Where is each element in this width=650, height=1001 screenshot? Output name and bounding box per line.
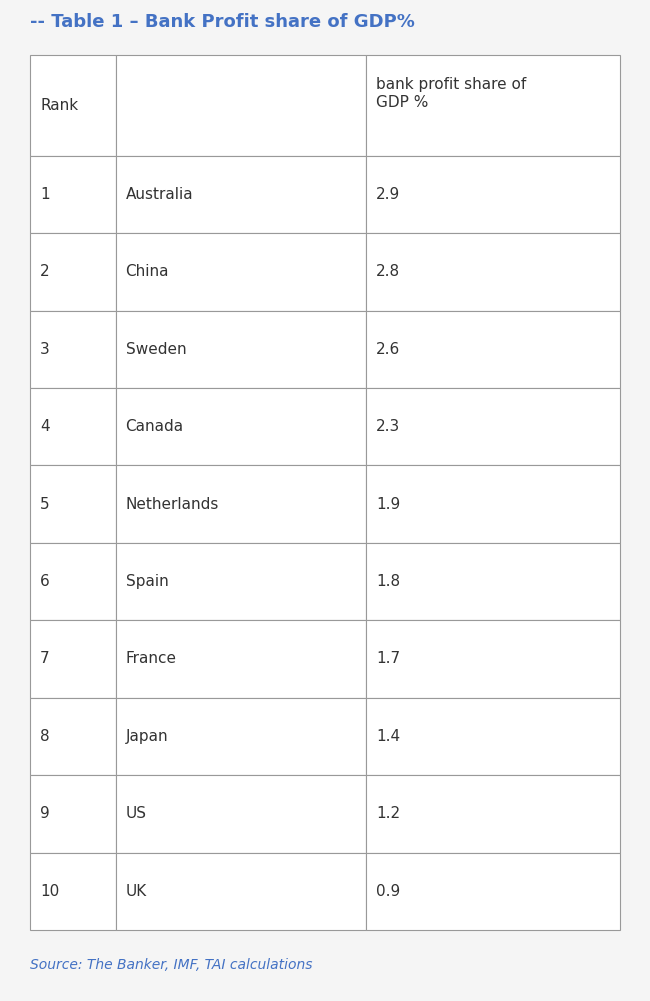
Text: France: France xyxy=(125,652,177,667)
Bar xyxy=(367,853,620,930)
Bar xyxy=(116,233,367,310)
Bar xyxy=(116,698,367,775)
Bar xyxy=(367,543,620,621)
Text: Spain: Spain xyxy=(125,574,168,589)
Bar xyxy=(30,853,116,930)
Bar xyxy=(116,543,367,621)
Bar xyxy=(116,853,367,930)
Text: US: US xyxy=(125,807,146,822)
Text: 1.9: 1.9 xyxy=(376,496,400,512)
Text: 2: 2 xyxy=(40,264,49,279)
Bar xyxy=(30,543,116,621)
Bar xyxy=(116,775,367,853)
Bar xyxy=(30,310,116,388)
Text: 2.8: 2.8 xyxy=(376,264,400,279)
Bar xyxy=(30,55,116,155)
Text: Source: The Banker, IMF, TAI calculations: Source: The Banker, IMF, TAI calculation… xyxy=(30,958,313,972)
Bar xyxy=(116,388,367,465)
Bar xyxy=(30,465,116,543)
Text: UK: UK xyxy=(125,884,147,899)
Text: Rank: Rank xyxy=(40,98,78,113)
Text: 9: 9 xyxy=(40,807,50,822)
Bar xyxy=(116,155,367,233)
Text: Australia: Australia xyxy=(125,187,193,202)
Text: 7: 7 xyxy=(40,652,49,667)
Text: 6: 6 xyxy=(40,574,50,589)
Bar xyxy=(116,55,367,155)
Text: -- Table 1 – Bank Profit share of GDP%: -- Table 1 – Bank Profit share of GDP% xyxy=(30,13,415,31)
Text: Netherlands: Netherlands xyxy=(125,496,219,512)
Bar xyxy=(116,465,367,543)
Bar xyxy=(367,310,620,388)
Bar xyxy=(30,775,116,853)
Bar xyxy=(116,621,367,698)
Text: 1.4: 1.4 xyxy=(376,729,400,744)
Text: 1.2: 1.2 xyxy=(376,807,400,822)
Bar xyxy=(367,698,620,775)
Text: 8: 8 xyxy=(40,729,49,744)
Bar xyxy=(30,698,116,775)
Bar xyxy=(367,465,620,543)
Text: 2.9: 2.9 xyxy=(376,187,400,202)
Text: 3: 3 xyxy=(40,341,50,356)
Text: 2.6: 2.6 xyxy=(376,341,400,356)
Text: 4: 4 xyxy=(40,419,49,434)
Text: 1.7: 1.7 xyxy=(376,652,400,667)
Text: 0.9: 0.9 xyxy=(376,884,400,899)
Text: Sweden: Sweden xyxy=(125,341,186,356)
Bar xyxy=(30,621,116,698)
Text: Canada: Canada xyxy=(125,419,184,434)
Text: 1.8: 1.8 xyxy=(376,574,400,589)
Bar xyxy=(367,621,620,698)
Bar xyxy=(367,233,620,310)
Bar xyxy=(367,155,620,233)
Text: 1: 1 xyxy=(40,187,49,202)
Bar xyxy=(30,388,116,465)
Bar xyxy=(116,310,367,388)
Bar xyxy=(367,775,620,853)
Text: 5: 5 xyxy=(40,496,49,512)
Text: China: China xyxy=(125,264,169,279)
Bar xyxy=(30,155,116,233)
Bar xyxy=(30,233,116,310)
Bar xyxy=(367,388,620,465)
Bar xyxy=(367,55,620,155)
Text: 2.3: 2.3 xyxy=(376,419,400,434)
Text: Japan: Japan xyxy=(125,729,168,744)
Text: 10: 10 xyxy=(40,884,59,899)
Text: bank profit share of
GDP %: bank profit share of GDP % xyxy=(376,77,526,109)
